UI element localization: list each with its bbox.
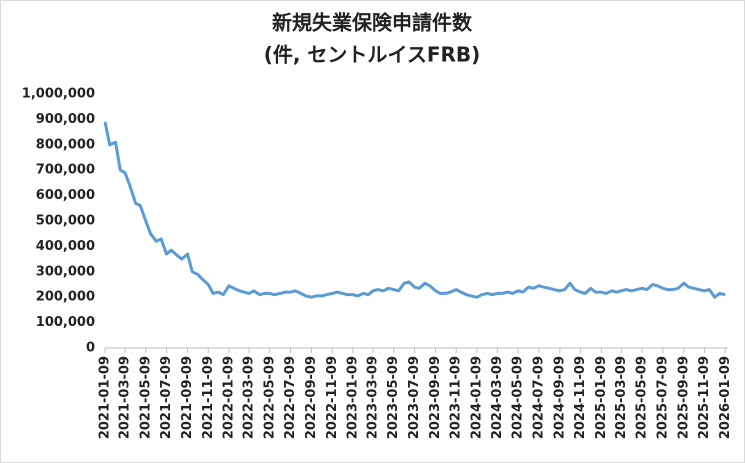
x-tick-label: 2021-09-09 (180, 356, 195, 439)
x-tick-label: 2024-07-09 (531, 356, 546, 439)
x-tick-label: 2023-07-09 (407, 356, 422, 439)
x-tick-label: 2021-07-09 (159, 356, 174, 439)
x-tick-label: 2024-03-09 (490, 356, 505, 439)
y-tick-label: 500,000 (36, 214, 95, 229)
x-tick-label: 2023-03-09 (366, 356, 381, 439)
x-tick-label: 2025-03-09 (614, 356, 629, 439)
y-tick-label: 800,000 (36, 137, 95, 152)
x-tick-label: 2025-05-09 (635, 356, 650, 439)
x-tick-label: 2023-01-09 (345, 356, 360, 439)
x-tick-label: 2024-09-09 (552, 356, 567, 439)
x-tick-label: 2026-01-09 (718, 356, 733, 439)
y-tick-label: 300,000 (36, 264, 95, 279)
x-tick-label: 2025-07-09 (655, 356, 670, 439)
data-line (103, 121, 726, 299)
x-tick-label: 2023-05-09 (386, 356, 401, 439)
x-tick-label: 2024-01-09 (469, 356, 484, 439)
x-tick-label: 2021-03-09 (118, 356, 133, 439)
chart-title: 新規失業保険申請件数 (272, 11, 473, 35)
x-tick-label: 2024-05-09 (511, 356, 526, 439)
y-tick-label: 0 (86, 341, 95, 356)
x-tick-label: 2022-03-09 (242, 356, 257, 439)
y-tick-label: 900,000 (36, 112, 95, 127)
x-tick-label: 2022-07-09 (283, 356, 298, 439)
y-tick-label: 600,000 (36, 188, 95, 203)
y-tick-label: 400,000 (36, 239, 95, 254)
y-tick-label: 100,000 (36, 315, 95, 330)
x-tick-label: 2022-09-09 (304, 356, 319, 439)
x-tick-label: 2021-11-09 (201, 356, 216, 439)
y-tick-label: 1,000,000 (22, 87, 95, 102)
x-tick-label: 2021-01-09 (98, 356, 113, 439)
x-tick-label: 2025-09-09 (676, 356, 691, 439)
x-tick-label: 2023-09-09 (428, 356, 443, 439)
x-tick-label: 2021-05-09 (138, 356, 153, 439)
chart-subtitle: (件, セントルイスFRB) (264, 43, 481, 67)
x-tick-label: 2025-11-09 (697, 356, 712, 439)
x-tick-label: 2024-11-09 (573, 356, 588, 439)
x-tick-label: 2022-05-09 (262, 356, 277, 439)
x-tick-label: 2022-01-09 (221, 356, 236, 439)
y-tick-label: 200,000 (36, 290, 95, 305)
x-tick-label: 2022-11-09 (325, 356, 340, 439)
x-tick-label: 2025-01-09 (594, 356, 609, 439)
y-tick-label: 700,000 (36, 163, 95, 178)
x-tick-label: 2023-11-09 (449, 356, 464, 439)
